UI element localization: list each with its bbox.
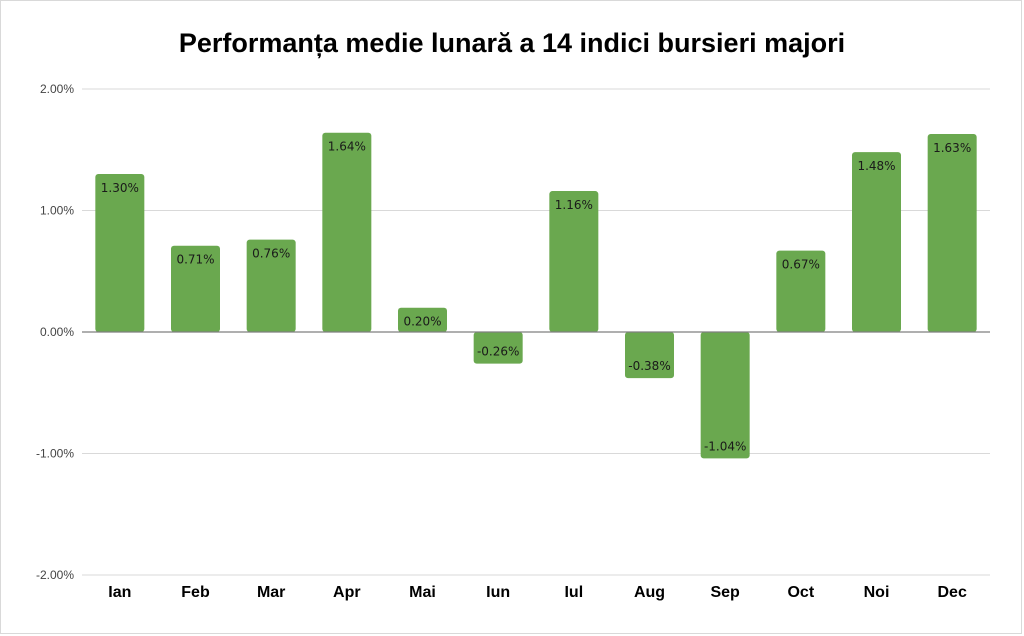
data-label: 0.71% bbox=[176, 253, 214, 267]
y-tick-label: 2.00% bbox=[40, 82, 74, 96]
chart-title: Performanța medie lunară a 14 indici bur… bbox=[178, 28, 846, 58]
x-tick-label: Aug bbox=[634, 584, 665, 601]
data-label: -1.04% bbox=[704, 439, 746, 453]
bar-mar bbox=[246, 239, 296, 332]
data-label: -0.38% bbox=[628, 359, 670, 373]
bar-oct bbox=[776, 250, 826, 332]
bar-noi bbox=[852, 152, 901, 332]
bar-apr bbox=[322, 132, 372, 332]
data-label: 0.67% bbox=[782, 258, 820, 272]
x-tick-label: Noi bbox=[864, 584, 890, 601]
y-tick-label: -2.00% bbox=[36, 568, 74, 582]
data-label: 1.48% bbox=[857, 159, 895, 173]
x-tick-label: Iun bbox=[486, 584, 510, 601]
x-tick-label: Mar bbox=[257, 584, 285, 601]
x-tick-label: Iul bbox=[564, 584, 583, 601]
x-tick-label: Ian bbox=[108, 584, 131, 601]
x-tick-label: Mai bbox=[409, 584, 436, 601]
x-tick-label: Oct bbox=[787, 584, 814, 601]
bar-aug bbox=[625, 332, 674, 379]
bar-sep bbox=[700, 332, 750, 459]
y-tick-label: 1.00% bbox=[40, 204, 74, 218]
bar-feb bbox=[171, 245, 220, 332]
x-tick-label: Sep bbox=[710, 584, 740, 601]
data-label: 0.20% bbox=[403, 315, 441, 329]
bar-iun bbox=[473, 332, 523, 364]
x-tick-label: Dec bbox=[937, 584, 966, 601]
data-label: 1.63% bbox=[933, 141, 971, 155]
y-tick-label: -1.00% bbox=[36, 447, 74, 461]
x-tick-label: Feb bbox=[181, 584, 210, 601]
bar-iul bbox=[549, 191, 599, 332]
data-label: 1.16% bbox=[555, 198, 593, 212]
y-tick-label: 0.00% bbox=[40, 325, 74, 339]
data-label: 1.30% bbox=[101, 181, 139, 195]
bar-dec bbox=[927, 133, 977, 332]
x-tick-label: Apr bbox=[333, 584, 361, 601]
bar-ian bbox=[95, 174, 145, 332]
data-label: 0.76% bbox=[252, 247, 290, 261]
bar-mai bbox=[398, 307, 447, 332]
data-label: -0.26% bbox=[477, 345, 519, 359]
data-label: 1.64% bbox=[328, 140, 366, 154]
